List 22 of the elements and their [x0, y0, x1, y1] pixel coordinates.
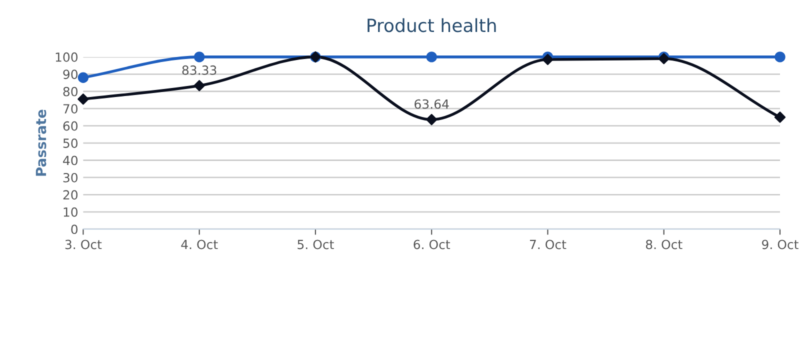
- x-tick-label: 3. Oct: [65, 240, 102, 250]
- x-tick-label: 8. Oct: [646, 240, 682, 250]
- y-tick-label: 80: [63, 86, 78, 96]
- y-tick-label: 30: [63, 172, 78, 182]
- data-label: 63.64: [414, 99, 449, 109]
- x-tick-label: 7. Oct: [530, 240, 566, 250]
- y-axis-title: Passrate: [36, 110, 46, 176]
- x-tick-label: 9. Oct: [762, 240, 798, 250]
- x-tick-label: 5. Oct: [298, 240, 334, 250]
- y-tick-label: 90: [63, 70, 78, 80]
- y-tick-label: 100: [56, 52, 78, 62]
- y-tick-label: 10: [64, 207, 78, 217]
- chart-title: Product health: [368, 18, 496, 32]
- y-tick-label: 20: [63, 190, 78, 200]
- y-tick-label: 60: [63, 121, 78, 131]
- data-label: 83.33: [182, 65, 216, 75]
- x-tick-label: 4. Oct: [181, 240, 218, 250]
- y-tick-label: 0: [71, 224, 78, 234]
- y-tick-label: 70: [63, 104, 78, 114]
- y-tick-label: 50: [63, 138, 78, 148]
- x-tick-label: 6. Oct: [414, 240, 450, 250]
- y-tick-label: 40: [63, 156, 78, 166]
